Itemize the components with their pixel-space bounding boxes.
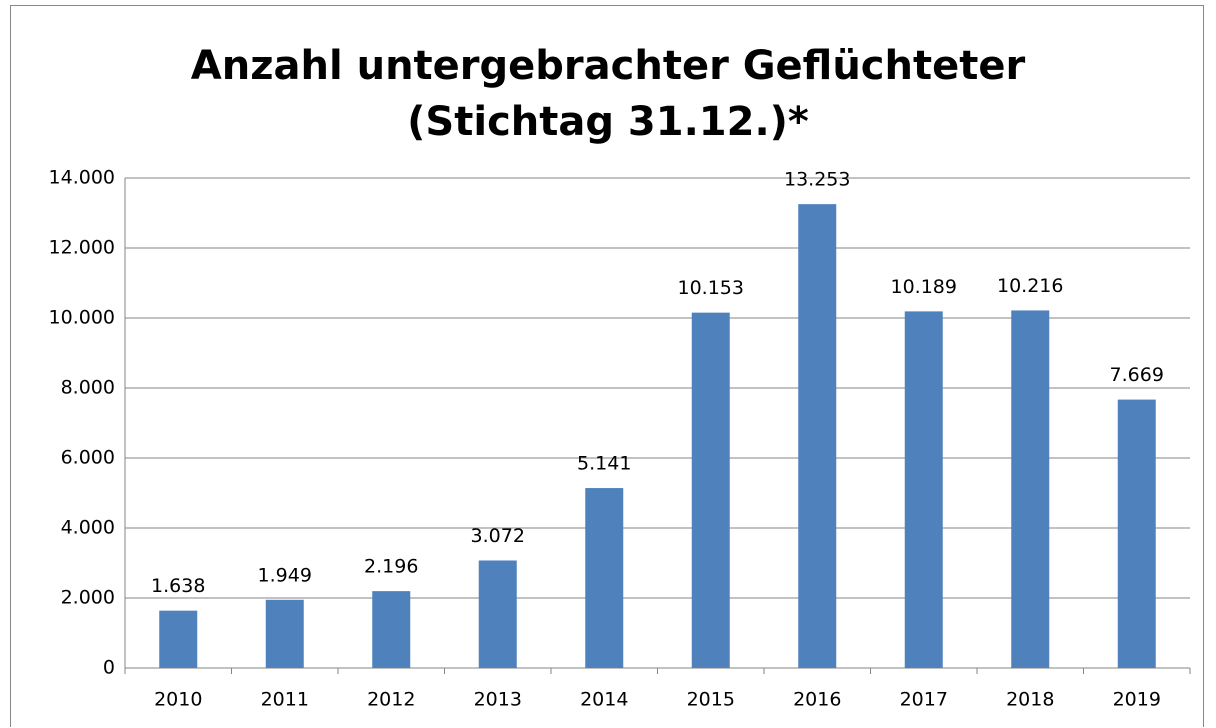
data-label: 13.253 [784, 169, 850, 191]
bar [372, 591, 411, 668]
bar [159, 610, 198, 668]
y-tick-label: 14.000 [49, 167, 115, 189]
x-tick-label: 2010 [154, 689, 202, 711]
y-tick-label: 8.000 [61, 377, 115, 399]
bar [585, 488, 624, 668]
x-tick-label: 2018 [1006, 689, 1054, 711]
data-label: 10.189 [891, 276, 957, 298]
data-label: 1.949 [258, 564, 312, 586]
y-tick-label: 10.000 [49, 307, 115, 329]
y-tick-label: 4.000 [61, 517, 115, 539]
chart-frame [10, 5, 1204, 727]
bar [1011, 310, 1050, 668]
data-label: 3.072 [471, 525, 525, 547]
x-tick-label: 2015 [687, 689, 735, 711]
y-tick-label: 6.000 [61, 447, 115, 469]
data-label: 10.153 [678, 277, 744, 299]
chart-title: Anzahl untergebrachter Geflüchteter (Sti… [190, 43, 1026, 145]
x-tick-label: 2011 [261, 689, 309, 711]
bar [798, 204, 837, 668]
x-tick-label: 2019 [1113, 689, 1161, 711]
x-tick-label: 2013 [474, 689, 522, 711]
bar [478, 560, 517, 668]
y-tick-label: 0 [103, 657, 115, 679]
bar [1117, 399, 1156, 668]
data-label: 5.141 [577, 453, 631, 475]
x-tick-label: 2017 [900, 689, 948, 711]
bar [691, 312, 730, 668]
data-label: 7.669 [1110, 364, 1164, 386]
y-tick-label: 12.000 [49, 237, 115, 259]
x-tick-label: 2012 [367, 689, 415, 711]
x-tick-label: 2014 [580, 689, 628, 711]
y-tick-label: 2.000 [61, 587, 115, 609]
x-tick-label: 2016 [793, 689, 841, 711]
data-label: 2.196 [364, 556, 418, 578]
bar [904, 311, 943, 668]
data-label: 10.216 [997, 275, 1063, 297]
bar [265, 599, 304, 668]
data-label: 1.638 [151, 575, 205, 597]
